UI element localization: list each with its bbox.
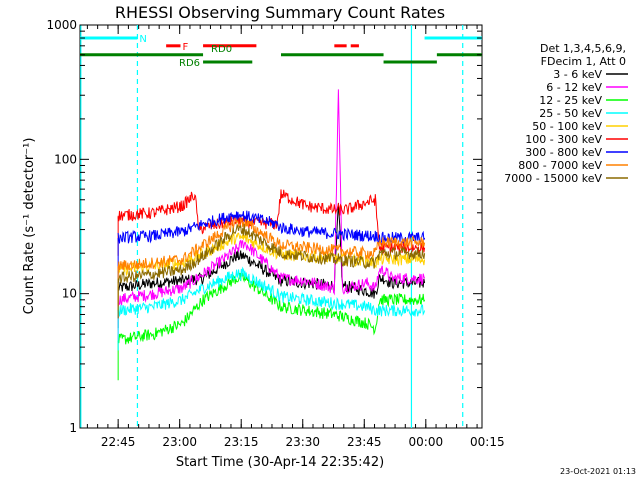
legend-label-25-50-kev: 25 - 50 keV: [539, 107, 602, 120]
legend-header-2: FDecim 1, Att 0: [541, 55, 626, 68]
y-axis-label: Count Rate (s⁻¹ detector⁻¹): [22, 138, 37, 315]
x-tick-label: 23:00: [162, 435, 197, 449]
legend: Det 1,3,4,5,6,9, FDecim 1, Att 0 3 - 6 k…: [504, 42, 628, 185]
x-tick-label: 23:30: [285, 435, 320, 449]
legend-label-50-100-kev: 50 - 100 keV: [532, 120, 602, 133]
x-tick-label: 22:45: [101, 435, 136, 449]
series-line-25-50-kev: [117, 266, 426, 318]
plot-frame: [79, 24, 483, 429]
footer-timestamp: 23-Oct-2021 01:13: [560, 467, 636, 476]
legend-label-3-6-kev: 3 - 6 keV: [553, 68, 602, 81]
series-line-7000-15000-kev: [117, 224, 426, 284]
series-line-800-7000-kev: [117, 217, 426, 271]
legend-label-12-25-kev: 12 - 25 keV: [539, 94, 602, 107]
y-tick-label: 1: [69, 421, 77, 435]
x-tick-label: 23:15: [224, 435, 259, 449]
flag-label-rd6: RD6: [179, 58, 200, 69]
series-line-3-6-kev: [117, 203, 426, 299]
series-line-100-300-kev: [117, 189, 426, 254]
legend-header-1: Det 1,3,4,5,6,9,: [540, 42, 626, 55]
legend-label-300-800-kev: 300 - 800 keV: [525, 146, 602, 159]
x-axis-label: Start Time (30-Apr-14 22:35:42): [176, 455, 384, 470]
y-tick-label: 10: [62, 287, 77, 301]
y-tick-label: 1000: [46, 18, 77, 32]
x-tick-label: 00:00: [409, 435, 444, 449]
flag-label-rd0: RD0: [211, 44, 232, 55]
x-tick-label: 23:45: [347, 435, 382, 449]
chart-title: RHESSI Observing Summary Count Rates: [115, 3, 445, 22]
legend-label-6-12-kev: 6 - 12 keV: [546, 81, 602, 94]
series-line-6-12-kev: [117, 89, 426, 307]
legend-label-100-300-kev: 100 - 300 keV: [525, 133, 602, 146]
flag-label-n: N: [139, 34, 146, 45]
flag-label-f: F: [183, 42, 189, 53]
legend-label-7000-15000-kev: 7000 - 15000 keV: [504, 172, 602, 185]
series-line-300-800-kev: [117, 210, 426, 246]
y-tick-label: 100: [54, 152, 77, 166]
legend-label-800-7000-kev: 800 - 7000 keV: [518, 159, 602, 172]
x-tick-label: 00:15: [470, 435, 505, 449]
